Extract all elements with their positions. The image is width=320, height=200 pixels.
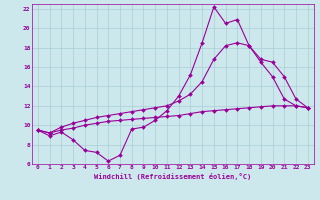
X-axis label: Windchill (Refroidissement éolien,°C): Windchill (Refroidissement éolien,°C) [94,173,252,180]
